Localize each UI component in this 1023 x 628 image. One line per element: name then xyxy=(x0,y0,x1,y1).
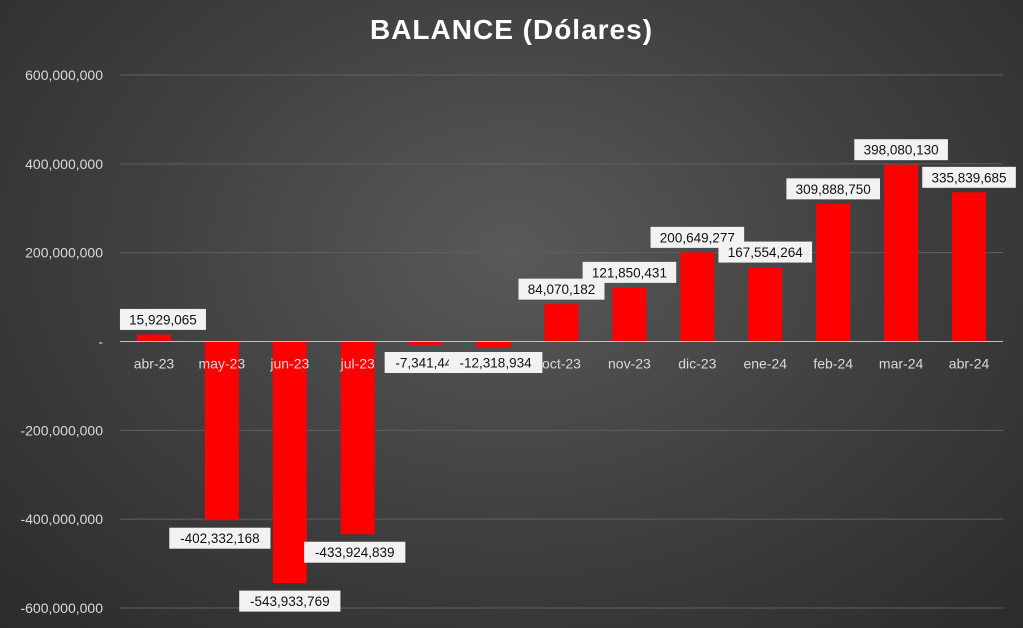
x-tick-label: nov-23 xyxy=(608,356,651,372)
data-label: 335,839,685 xyxy=(922,166,1016,188)
y-tick-label: 600,000,000 xyxy=(25,67,103,83)
bar xyxy=(612,287,647,342)
y-tick-label: -400,000,000 xyxy=(20,511,103,527)
bar xyxy=(884,164,919,342)
data-label-value: -433,924,839 xyxy=(315,545,395,560)
data-label-value: 398,080,130 xyxy=(864,143,939,158)
bar xyxy=(340,341,375,535)
data-label: 15,929,065 xyxy=(119,308,206,330)
y-tick-label: -600,000,000 xyxy=(20,600,103,616)
data-label: 84,070,182 xyxy=(518,278,605,300)
data-label-value: -7,341,441 xyxy=(395,356,460,371)
x-tick-label: jun-23 xyxy=(269,356,309,372)
data-label: 167,554,264 xyxy=(718,241,813,263)
data-label-value: 309,888,750 xyxy=(796,182,871,197)
x-tick-label: abr-24 xyxy=(949,356,990,372)
y-tick-label: - xyxy=(98,334,103,350)
data-label-value: -12,318,934 xyxy=(460,356,533,371)
x-tick-label: mar-24 xyxy=(879,356,924,372)
bar-series xyxy=(136,164,987,584)
data-label-box xyxy=(854,139,948,161)
bar xyxy=(680,252,715,342)
data-label: -433,924,839 xyxy=(304,541,406,563)
data-label-box xyxy=(518,278,605,300)
data-label-value: 200,649,277 xyxy=(660,230,735,245)
data-label-box xyxy=(582,261,677,283)
data-label-box xyxy=(169,527,271,549)
bar xyxy=(748,267,783,342)
y-tick-label: -200,000,000 xyxy=(20,422,103,438)
y-tick-label: 400,000,000 xyxy=(25,156,103,172)
bar xyxy=(408,341,443,345)
bar xyxy=(816,203,851,342)
data-label-value: 335,839,685 xyxy=(931,170,1006,185)
data-label-value: 84,070,182 xyxy=(528,282,596,297)
data-label-value: 167,554,264 xyxy=(728,245,804,260)
bar xyxy=(476,341,511,347)
data-label-box xyxy=(304,541,406,563)
data-label-value: 15,929,065 xyxy=(129,312,197,327)
data-label-value: -402,332,168 xyxy=(180,531,260,546)
x-tick-label: abr-23 xyxy=(134,356,175,372)
bar xyxy=(952,192,987,342)
data-label-box xyxy=(718,241,813,263)
data-label-box xyxy=(239,590,341,612)
data-label-box xyxy=(922,166,1016,188)
x-tick-label: ene-24 xyxy=(743,356,787,372)
data-label-box xyxy=(786,178,880,200)
data-label-box xyxy=(448,352,543,373)
x-tick-label: jul-23 xyxy=(340,356,375,372)
data-label-value: 121,850,431 xyxy=(592,265,667,280)
bar xyxy=(544,304,579,342)
x-tick-label: dic-23 xyxy=(678,356,716,372)
chart-title: BALANCE (Dólares) xyxy=(369,14,654,45)
data-label: -12,318,934 xyxy=(448,352,543,373)
bar xyxy=(272,341,307,584)
y-tick-label: 200,000,000 xyxy=(25,245,103,261)
data-label-box xyxy=(119,308,206,330)
bar xyxy=(136,334,171,342)
data-label-value: -543,933,769 xyxy=(250,594,330,609)
x-tick-label: oct-23 xyxy=(542,356,581,372)
data-label: 398,080,130 xyxy=(854,139,948,161)
data-label: -402,332,168 xyxy=(169,527,271,549)
data-label: 309,888,750 xyxy=(786,178,880,200)
bar xyxy=(204,341,239,521)
data-label: 121,850,431 xyxy=(582,261,677,283)
data-label: -543,933,769 xyxy=(239,590,341,612)
x-tick-label: may-23 xyxy=(199,356,246,372)
x-tick-label: feb-24 xyxy=(813,356,853,372)
